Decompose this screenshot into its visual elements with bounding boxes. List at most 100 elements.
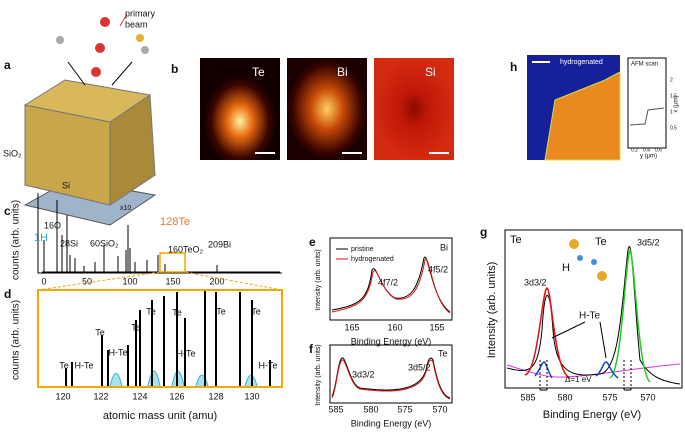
fit-3d52 <box>609 248 651 383</box>
tick-label: 0.5 <box>670 125 677 131</box>
peak-label: H-Te <box>74 360 93 370</box>
peak-label: 3d3/2 <box>524 277 547 287</box>
zoom-lines <box>37 271 283 291</box>
tick-label: 200 <box>209 276 224 286</box>
axes <box>37 193 282 274</box>
tick-label: 155 <box>429 322 444 332</box>
axis-label: Intensity (arb. units) <box>315 344 322 405</box>
peak-label: Te <box>95 327 105 337</box>
tick-label: 575 <box>397 404 412 414</box>
map-title: Bi <box>337 65 348 79</box>
peak-label: H-Te <box>579 311 601 322</box>
peak-label: 16O <box>44 220 61 230</box>
annotation: beam <box>125 19 148 29</box>
panel-d: d Te H-Te Te H-Te Te Te Te H-Te Te Te H-… <box>4 271 283 422</box>
peak-label: 128Te <box>160 216 190 228</box>
atom <box>136 34 144 42</box>
curve-pristine <box>331 357 451 399</box>
arrow <box>119 13 128 27</box>
legend-label: hydrogenated <box>351 256 394 263</box>
axis-label: Binding Energy (eV) <box>543 409 641 421</box>
profile <box>629 107 665 126</box>
curve-hydrogenated <box>331 359 451 400</box>
tick-label: 2 <box>670 77 673 83</box>
panel-label: e <box>309 235 316 249</box>
element-label: Te <box>510 234 522 246</box>
annotation: Δ=1 eV <box>565 375 592 384</box>
tick-label: 1 <box>670 109 673 115</box>
panel-e: e pristine hydrogenated Bi 4f7/2 4f5/2 I… <box>309 235 453 346</box>
inset-title: AFM scan <box>631 62 658 68</box>
tick-label: 585 <box>328 404 343 414</box>
tick-label: 0 <box>41 276 46 286</box>
tick-label: 50 <box>82 276 92 286</box>
panel-h: h hydrogenated AFM scan y (μm) x (μm) 0.… <box>510 55 680 161</box>
tick-label: 150 <box>165 276 180 286</box>
axes <box>504 229 683 389</box>
pointer <box>551 321 607 359</box>
legend-label: pristine <box>351 246 374 253</box>
axis-label: x (μm) <box>674 95 680 112</box>
atom <box>141 46 149 54</box>
peak-label: 3d5/2 <box>408 362 431 372</box>
atom <box>56 36 64 44</box>
tick-label: 124 <box>132 391 147 401</box>
te-peaks <box>65 291 271 386</box>
map-title: Si <box>425 65 436 79</box>
h-atom <box>591 259 597 265</box>
tick-label: 575 <box>602 392 617 402</box>
tick-label: 580 <box>363 404 378 414</box>
panel-f: f Te 3d3/2 3d5/2 Intensity (arb. units) … <box>309 342 453 428</box>
map-image <box>374 58 454 160</box>
inset-axes <box>627 57 667 149</box>
curve <box>506 246 681 385</box>
peak-label: H-Te <box>258 360 277 370</box>
axis-label: Intensity (arb. units) <box>315 249 322 310</box>
axis-label: Binding Energy (eV) <box>351 336 432 346</box>
tick-label: 0.4 <box>643 147 650 153</box>
peak-label: H-Te <box>176 348 195 358</box>
panel-a: a primary beam SiO₂ Si <box>3 8 157 226</box>
axis-label: counts (arb. units) <box>11 200 22 280</box>
axis-label: counts (arb. units) <box>11 300 22 380</box>
panel-label: f <box>309 342 314 356</box>
tick-label: 126 <box>169 391 184 401</box>
panel-label: d <box>4 287 11 301</box>
peak-label: 4f7/2 <box>378 277 398 287</box>
peak-label: Te <box>146 306 156 316</box>
molecule-label: Te <box>595 236 607 248</box>
curve-hydrogenated <box>331 258 451 314</box>
ion <box>95 43 105 53</box>
axis-label: y (μm) <box>640 154 657 160</box>
panel-label: g <box>480 225 487 239</box>
map-image <box>287 58 367 160</box>
annotation: SiO₂ <box>3 148 22 158</box>
te-atom <box>597 271 607 281</box>
guide <box>539 360 632 392</box>
peak-label: 28Si <box>60 238 78 248</box>
image-label: hydrogenated <box>560 59 603 66</box>
annotation: primary <box>125 8 156 18</box>
panel-c: c x10 16O 1H 28Si 60SiO₂ 128Te 160TeO₂ 2… <box>4 193 282 286</box>
tick-label: 130 <box>244 391 259 401</box>
panel-label: a <box>4 58 11 72</box>
annotation: Si <box>62 180 70 190</box>
h-atom <box>577 255 583 261</box>
fit-h-te <box>534 361 619 379</box>
peak-label: Te <box>216 306 226 316</box>
tick-label: 585 <box>520 392 535 402</box>
panel-label: h <box>510 60 517 74</box>
axis-label: Intensity (arb. units) <box>486 262 498 359</box>
fit-3d32 <box>524 287 571 379</box>
tick-label: 580 <box>557 392 572 402</box>
peak-label: Te <box>59 360 69 370</box>
peak-label: Te <box>131 322 141 332</box>
axes <box>37 289 283 388</box>
peak-label: Te <box>251 306 261 316</box>
map-title: Te <box>252 65 265 79</box>
peak-label: Te <box>172 307 182 317</box>
crystal-top <box>23 79 152 123</box>
axis-label: Binding Energy (eV) <box>351 418 432 428</box>
tick-label: 128 <box>208 391 223 401</box>
tick-label: 570 <box>640 392 655 402</box>
